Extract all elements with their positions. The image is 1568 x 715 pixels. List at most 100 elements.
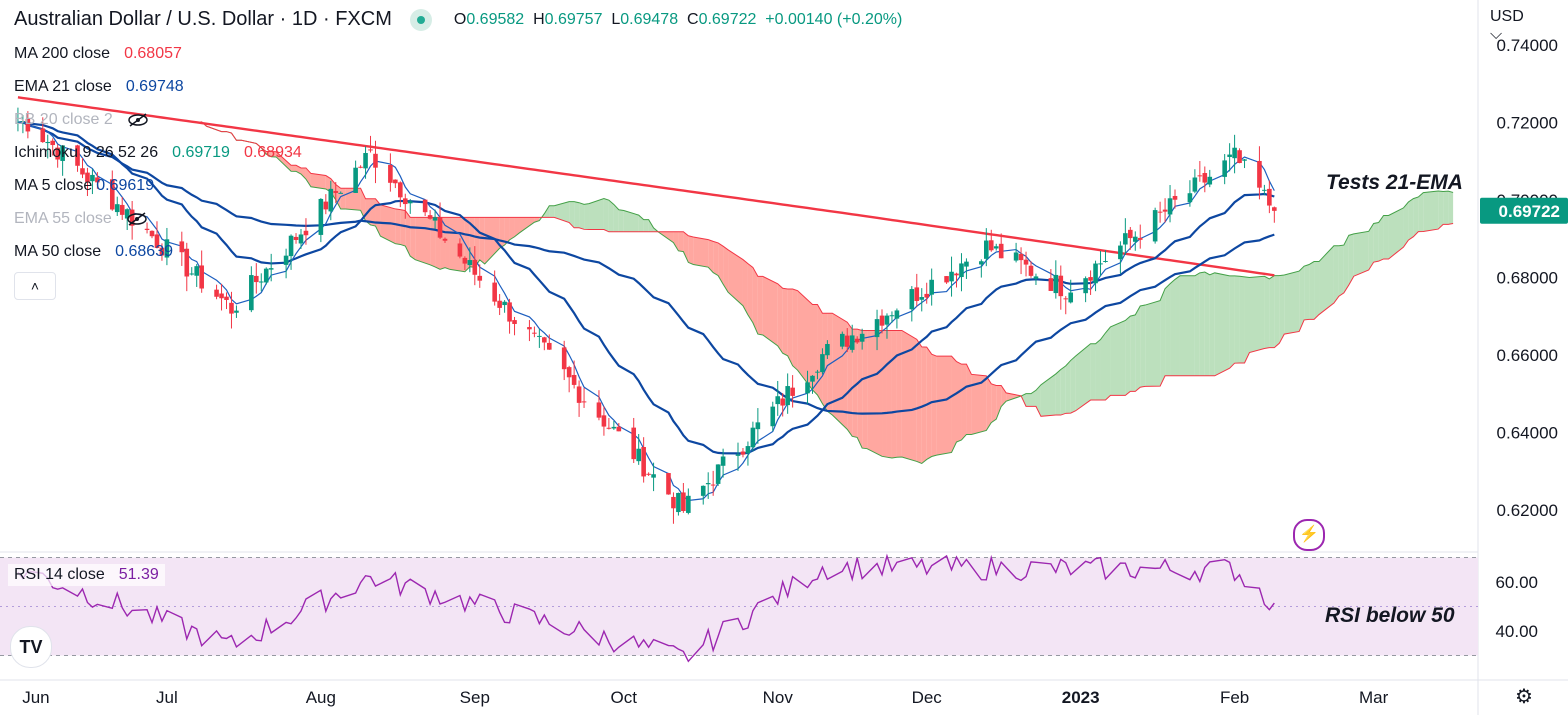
indicator-value: 0.69619: [96, 177, 155, 194]
candle-body: [60, 145, 65, 161]
candle-body: [1083, 278, 1088, 294]
collapse-legend-button[interactable]: ˄: [14, 272, 56, 300]
candle-body: [258, 281, 264, 283]
ichimoku-cloud-segment: [797, 290, 813, 390]
ichimoku-cloud-segment: [340, 188, 346, 210]
ichimoku-cloud-segment: [693, 236, 709, 268]
ichimoku-cloud-segment: [673, 231, 679, 251]
ichimoku-cloud-segment: [1214, 272, 1230, 376]
time-tick-label: Dec: [912, 688, 943, 707]
high-value: 0.69757: [544, 10, 603, 28]
candle-body: [720, 456, 726, 466]
indicator-ma50[interactable]: MA 50 close 0.68639: [14, 243, 173, 261]
candle-body: [1132, 236, 1138, 242]
candle-body: [1118, 245, 1123, 260]
candle-body: [224, 296, 229, 300]
ichimoku-cloud-segment: [1125, 316, 1131, 396]
ichimoku-cloud-segment: [1343, 235, 1349, 293]
candle-body: [1013, 252, 1019, 261]
ichimoku-cloud-segment: [1030, 390, 1036, 407]
ichimoku-cloud-segment: [1026, 393, 1031, 407]
candle-body: [735, 454, 741, 456]
indicator-bb[interactable]: BB 20 close 2: [14, 111, 149, 129]
chart-legend: Australian Dollar / U.S. Dollar · 1D · F…: [8, 8, 1533, 708]
indicator-ema55[interactable]: EMA 55 close: [14, 210, 148, 228]
indicator-ma5[interactable]: MA 5 close 0.69619: [14, 177, 154, 195]
eye-hidden-icon[interactable]: [127, 113, 149, 127]
candle-body: [442, 238, 448, 241]
candle-body: [1028, 265, 1034, 276]
indicator-ichimoku[interactable]: Ichimoku 9 26 52 26 0.69719 0.68934: [14, 144, 302, 162]
ichimoku-cloud-segment: [708, 239, 714, 273]
ichimoku-cloud-segment: [1368, 223, 1374, 271]
candle-body: [666, 473, 671, 495]
gear-icon[interactable]: ⚙: [1515, 686, 1533, 708]
ichimoku-cloud-segment: [499, 217, 505, 249]
indicator-ma200[interactable]: MA 200 close 0.68057: [14, 45, 182, 63]
candle-body: [109, 179, 115, 210]
ma5-line: [17, 121, 1275, 502]
ichimoku-cloud-segment: [961, 364, 967, 440]
candle-body: [1093, 263, 1098, 284]
chevron-down-icon: ⌵: [1490, 26, 1503, 43]
ichimoku-cloud-segment: [1413, 196, 1419, 237]
indicator-ema21[interactable]: EMA 21 close 0.69748: [14, 78, 184, 96]
lightning-icon[interactable]: ⚡: [1293, 519, 1325, 551]
close-label: C: [687, 10, 699, 28]
candle-body: [949, 271, 954, 282]
ichimoku-cloud-segment: [956, 361, 962, 442]
currency-selector[interactable]: USD ⌵: [1490, 8, 1524, 44]
candle-body: [189, 273, 195, 275]
market-status-dot-icon: [409, 8, 432, 31]
ichimoku-cloud-segment: [415, 217, 431, 265]
ichimoku-cloud-segment: [1373, 222, 1379, 263]
candle-body: [407, 201, 413, 204]
candle-body: [581, 401, 587, 403]
candle-body: [879, 315, 885, 326]
candle-body: [755, 422, 761, 430]
ichimoku-cloud-segment: [618, 209, 624, 232]
ichimoku-cloud-segment: [1165, 283, 1171, 376]
candle-body: [1192, 177, 1198, 192]
ichimoku-cloud-segment: [1001, 385, 1007, 407]
ichimoku-cloud-segment: [1229, 275, 1235, 369]
candle-body: [45, 141, 51, 144]
ichimoku-cloud-segment: [1070, 356, 1076, 414]
eye-hidden-icon[interactable]: [126, 212, 148, 226]
ichimoku-cloud-segment: [1160, 288, 1166, 387]
candle-body: [398, 182, 403, 198]
candle-body: [1103, 260, 1108, 262]
candle-body: [874, 319, 880, 338]
candle-body: [229, 302, 234, 314]
low-label: L: [611, 10, 621, 28]
candle-body: [944, 276, 949, 283]
candle-body: [1207, 176, 1213, 185]
candle-body: [194, 266, 200, 276]
candle-body: [854, 338, 860, 343]
ichimoku-cloud-segment: [1199, 272, 1205, 376]
tradingview-logo-icon[interactable]: TV: [10, 626, 52, 668]
ichimoku-cloud-segment: [1244, 276, 1250, 364]
ichimoku-cloud-segment: [742, 259, 748, 315]
candle-body: [681, 492, 686, 512]
candle-body: [954, 273, 959, 276]
candle-body: [1222, 160, 1227, 177]
candle-body: [124, 209, 130, 219]
candle-body: [1058, 275, 1064, 297]
ichimoku-cloud-segment: [1140, 305, 1146, 388]
rsi-tick-label: 40.00: [1495, 622, 1538, 641]
candle-body: [502, 301, 507, 306]
candle-body: [298, 234, 304, 244]
ichimoku-cloud-segment: [554, 201, 570, 223]
candle-body: [427, 215, 433, 219]
candle-body: [318, 198, 324, 235]
ichimoku-cloud-segment: [1234, 275, 1240, 364]
candle-body: [373, 153, 378, 168]
symbol-title[interactable]: Australian Dollar / U.S. Dollar · 1D · F…: [14, 8, 392, 30]
rsi-legend[interactable]: RSI 14 close 51.39: [8, 564, 165, 586]
ichimoku-cloud-segment: [579, 202, 585, 230]
candle-body: [983, 240, 989, 259]
candle-body: [561, 347, 567, 370]
candle-body: [1272, 207, 1277, 211]
